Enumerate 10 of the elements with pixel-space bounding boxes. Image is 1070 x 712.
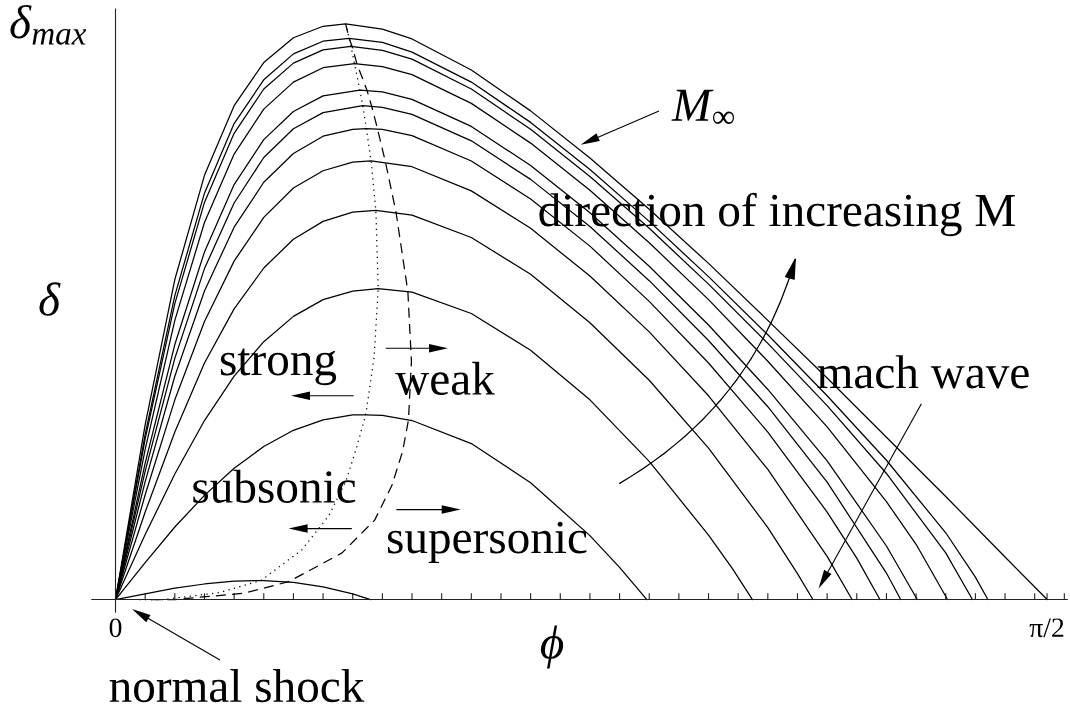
x-tick-label: π/2 xyxy=(1029,618,1064,638)
annotation: mach wave xyxy=(817,355,1029,389)
y-axis-title: δ xyxy=(39,282,61,316)
annotation: supersonic xyxy=(387,521,587,564)
annotation: M$_{∞}$ xyxy=(671,89,735,124)
text: δ$_{max}$ xyxy=(10,4,87,45)
x-axis-title: ϕ xyxy=(540,625,564,669)
x-tick-label: 0 xyxy=(109,618,122,638)
annotation: weak xyxy=(395,361,495,396)
annotation: normal shock xyxy=(109,669,365,703)
